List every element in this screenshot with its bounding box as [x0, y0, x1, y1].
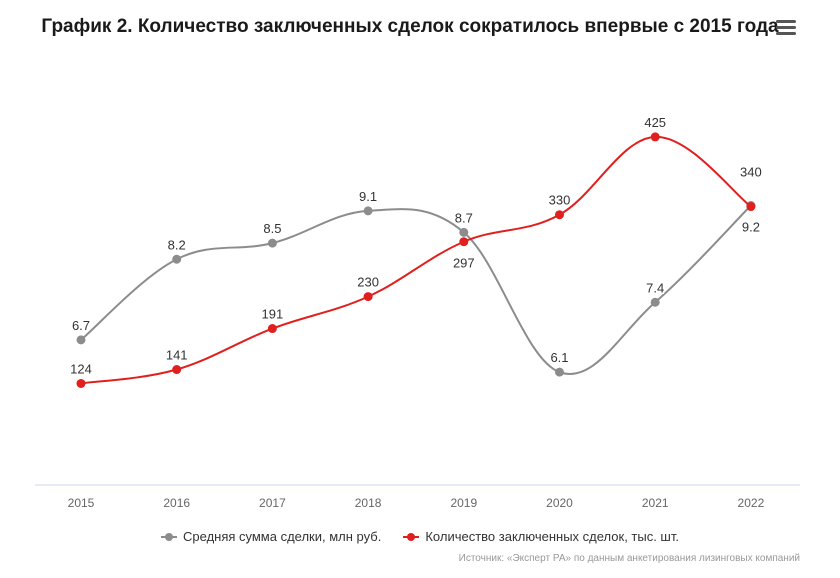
x-tick-label: 2015: [68, 496, 95, 510]
menu-icon[interactable]: [776, 20, 796, 36]
chart-title: График 2. Количество заключенных сделок …: [41, 16, 779, 37]
data-point: [363, 206, 373, 216]
legend-item-deal-count[interactable]: Количество заключенных сделок, тыс. шт.: [403, 529, 679, 544]
line-chart: 2015 2016 2017 2018 2019 2020 2021 2022 6.7 8.2 8.…: [35, 113, 800, 510]
data-label: 330: [549, 193, 571, 208]
data-label: 297: [453, 256, 475, 271]
data-point: [459, 237, 469, 247]
data-point: [746, 202, 756, 212]
x-tick-label: 2016: [163, 496, 190, 510]
data-label: 7.4: [646, 280, 664, 295]
x-tick-label: 2022: [738, 496, 765, 510]
data-label: 141: [166, 348, 188, 363]
data-label: 9.1: [359, 189, 377, 204]
data-label: 6.1: [550, 350, 568, 365]
data-point: [555, 367, 564, 377]
data-point: [459, 227, 469, 237]
data-label: 6.7: [72, 318, 90, 333]
legend-label: Количество заключенных сделок, тыс. шт.: [425, 529, 679, 544]
data-point: [363, 292, 373, 302]
data-label: 8.7: [455, 210, 473, 225]
legend-marker-red: [403, 532, 420, 541]
data-point: [555, 210, 564, 220]
x-tick-label: 2018: [355, 496, 382, 510]
data-label: 191: [262, 307, 284, 322]
data-label: 124: [70, 361, 92, 376]
data-label: 9.2: [742, 220, 760, 235]
series-line-1: [80, 135, 752, 385]
series-line-0: [80, 204, 752, 375]
data-label: 230: [357, 275, 379, 290]
data-label: 8.2: [168, 237, 186, 252]
data-point: [267, 324, 277, 334]
data-point: [172, 254, 182, 264]
data-label: 425: [644, 115, 666, 130]
data-point: [76, 335, 86, 345]
x-tick-label: 2019: [450, 496, 477, 510]
source-note: Источник: «Эксперт РА» по данным анкетир…: [458, 553, 800, 564]
legend: Средняя сумма сделки, млн руб. Количеств…: [0, 529, 840, 544]
legend-marker-grey: [161, 532, 177, 541]
data-point: [172, 365, 182, 375]
data-label: 340: [740, 165, 762, 180]
x-tick-label: 2020: [546, 496, 573, 510]
data-point: [650, 132, 660, 142]
data-point: [650, 297, 660, 307]
x-tick-label: 2021: [642, 496, 669, 510]
data-point: [76, 378, 86, 388]
legend-item-avg-sum[interactable]: Средняя сумма сделки, млн руб.: [161, 529, 381, 544]
data-label: 8.5: [263, 221, 281, 236]
legend-label: Средняя сумма сделки, млн руб.: [183, 529, 382, 544]
x-tick-label: 2017: [259, 496, 286, 510]
data-point: [267, 238, 277, 248]
